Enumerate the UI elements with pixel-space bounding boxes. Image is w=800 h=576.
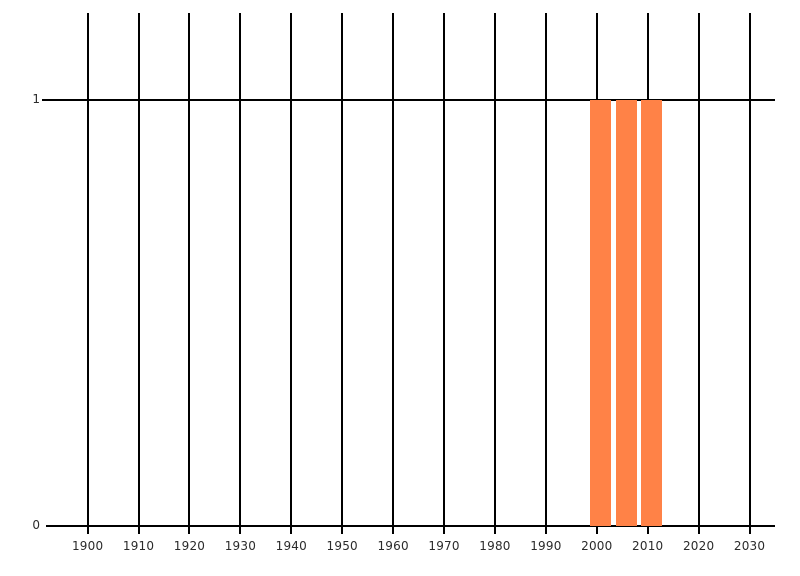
x-tick-label-1900: 1900 — [71, 539, 104, 553]
gridline-vertical-1920 — [188, 13, 191, 534]
x-tick-label-1910: 1910 — [122, 539, 155, 553]
gridline-vertical-1970 — [443, 13, 446, 534]
bar-2004[interactable] — [616, 100, 637, 526]
x-tick-label-1980: 1980 — [479, 539, 511, 553]
gridline-vertical-1910 — [137, 13, 140, 534]
gridline-vertical-1950 — [341, 13, 344, 534]
x-tick-label-2030: 2030 — [733, 539, 766, 553]
x-tick-label-1950: 1950 — [326, 539, 358, 553]
x-tick-label-1920: 1920 — [173, 539, 206, 553]
gridline-vertical-1900 — [86, 13, 89, 534]
x-tick-label-1940: 1940 — [275, 539, 307, 553]
y-tick-label-0: 0 — [32, 518, 40, 532]
x-tick-label-2020: 2020 — [682, 539, 715, 553]
x-tick-label-1970: 1970 — [428, 539, 460, 553]
x-tick-label-1930: 1930 — [224, 539, 257, 553]
gridline-vertical-1990 — [544, 13, 547, 534]
bar-1999[interactable] — [590, 100, 611, 526]
gridline-vertical-1960 — [392, 13, 395, 534]
y-tick-label-1: 1 — [32, 92, 40, 106]
x-tick-label-1990: 1990 — [530, 539, 562, 553]
x-tick-label-1960: 1960 — [377, 539, 409, 553]
bar-2009[interactable] — [641, 100, 662, 526]
gridline-vertical-1980 — [493, 13, 496, 534]
x-axis-baseline — [46, 525, 775, 527]
gridline-vertical-1940 — [290, 13, 293, 534]
x-tick-label-2000: 2000 — [581, 539, 613, 553]
gridline-vertical-2020 — [697, 13, 700, 534]
x-tick-label-2010: 2010 — [632, 539, 664, 553]
gridline-horizontal-value-1 — [42, 99, 775, 101]
gridline-vertical-2030 — [748, 13, 751, 534]
gridline-vertical-1930 — [239, 13, 242, 534]
